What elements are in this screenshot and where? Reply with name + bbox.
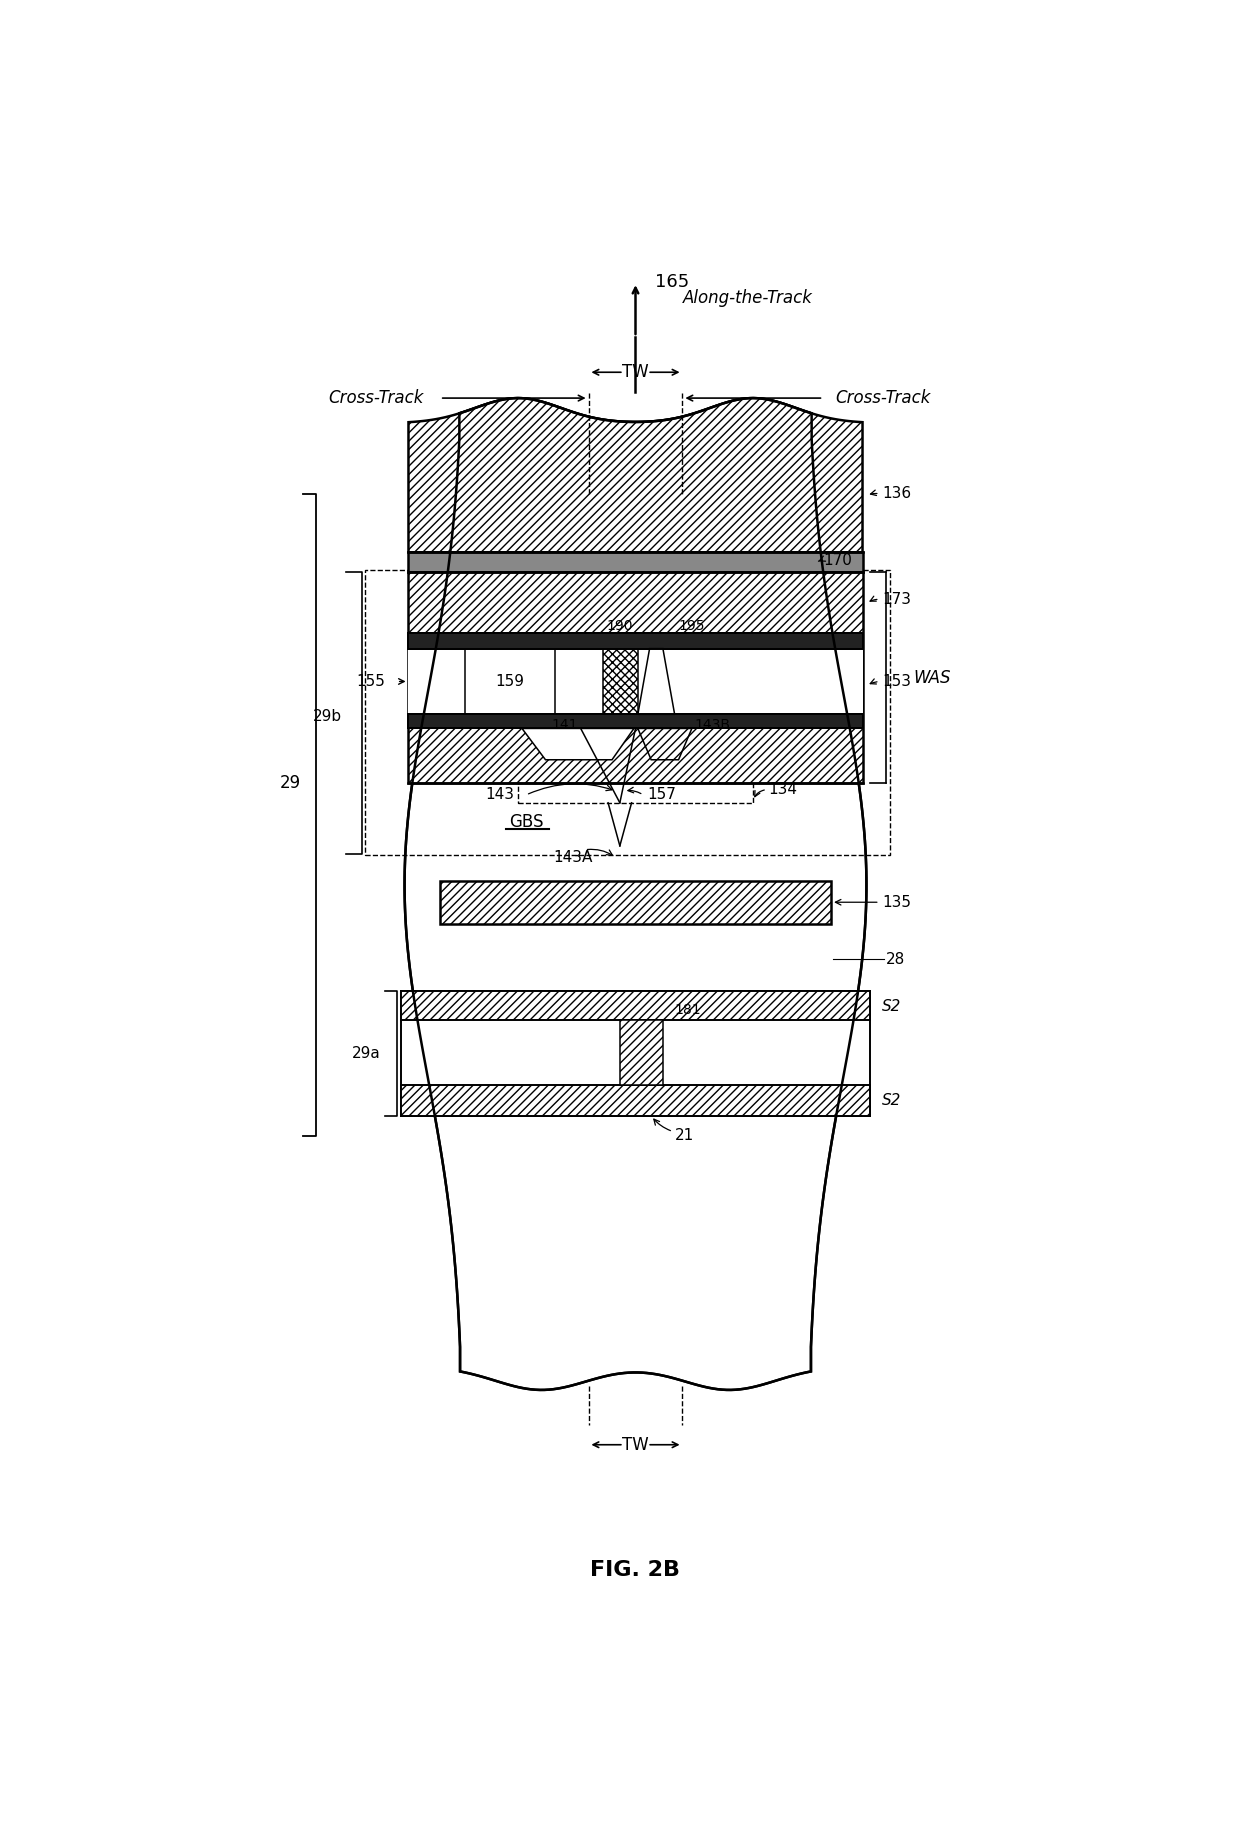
Bar bbox=[408, 714, 863, 728]
Text: 157: 157 bbox=[647, 787, 676, 803]
Text: 195: 195 bbox=[678, 619, 706, 633]
Text: 170: 170 bbox=[823, 553, 852, 567]
Text: Cross-Track: Cross-Track bbox=[329, 390, 424, 406]
Text: 153: 153 bbox=[882, 673, 911, 688]
Bar bbox=[401, 1085, 870, 1116]
Bar bbox=[408, 633, 863, 648]
Polygon shape bbox=[637, 728, 692, 759]
Text: 28: 28 bbox=[887, 952, 905, 966]
Text: GBS: GBS bbox=[508, 813, 543, 831]
Text: 134: 134 bbox=[769, 781, 797, 798]
Polygon shape bbox=[522, 728, 634, 759]
Text: 29: 29 bbox=[279, 774, 300, 792]
Bar bbox=[408, 648, 863, 714]
Text: 181: 181 bbox=[675, 1003, 702, 1017]
Bar bbox=[401, 990, 870, 1019]
Bar bbox=[465, 648, 554, 714]
Text: Cross-Track: Cross-Track bbox=[835, 390, 930, 406]
Text: 155: 155 bbox=[356, 673, 384, 688]
Text: 29b: 29b bbox=[312, 710, 342, 725]
Bar bbox=[440, 880, 831, 924]
Text: 143A: 143A bbox=[553, 849, 593, 866]
Bar bbox=[408, 571, 863, 783]
Text: 29a: 29a bbox=[352, 1045, 381, 1061]
Text: S2: S2 bbox=[882, 1093, 901, 1107]
Bar bbox=[366, 569, 890, 855]
Polygon shape bbox=[408, 399, 863, 553]
Bar bbox=[401, 990, 870, 1116]
Bar bbox=[408, 553, 863, 571]
Polygon shape bbox=[637, 648, 675, 714]
Text: 143B: 143B bbox=[694, 717, 730, 732]
Bar bbox=[603, 648, 637, 714]
Text: 159: 159 bbox=[496, 673, 525, 688]
Text: 21: 21 bbox=[675, 1127, 694, 1144]
Text: WAS: WAS bbox=[914, 668, 951, 686]
Text: 165: 165 bbox=[655, 273, 689, 291]
Text: TW: TW bbox=[622, 362, 649, 381]
Text: 173: 173 bbox=[882, 591, 911, 608]
Text: S2: S2 bbox=[882, 999, 901, 1014]
Text: 135: 135 bbox=[882, 895, 911, 910]
Text: 143: 143 bbox=[485, 787, 515, 803]
Text: FIG. 2B: FIG. 2B bbox=[590, 1559, 681, 1579]
Bar bbox=[620, 1019, 663, 1085]
Bar bbox=[518, 783, 753, 803]
Text: 190: 190 bbox=[606, 619, 634, 633]
Text: 141: 141 bbox=[552, 717, 578, 732]
Text: Along-the-Track: Along-the-Track bbox=[682, 289, 812, 307]
Text: TW: TW bbox=[622, 1437, 649, 1453]
Polygon shape bbox=[404, 399, 867, 1391]
Text: 136: 136 bbox=[882, 487, 911, 501]
